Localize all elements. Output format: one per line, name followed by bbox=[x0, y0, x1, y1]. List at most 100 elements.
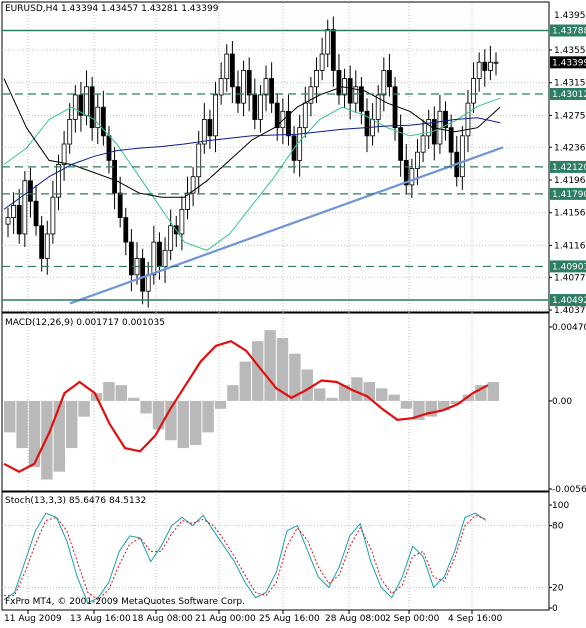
candle-body-84 bbox=[476, 61, 482, 79]
price-tick-label-8: 1.40370 bbox=[554, 306, 586, 316]
candle-body-31 bbox=[179, 209, 185, 235]
candle-body-29 bbox=[168, 225, 174, 251]
candle-body-0 bbox=[5, 217, 11, 225]
candle-body-12 bbox=[72, 94, 78, 120]
candle-body-20 bbox=[117, 192, 123, 219]
macd-bar-9 bbox=[115, 385, 127, 401]
macd-bar-5 bbox=[66, 400, 78, 449]
candle-body-73 bbox=[415, 151, 420, 169]
macd-bar-18 bbox=[227, 385, 239, 401]
macd-tick-label-0: 0.00470 bbox=[552, 323, 586, 333]
level-tag-label-0: 1.43788 bbox=[552, 27, 586, 37]
level-tag-0 bbox=[550, 24, 586, 37]
macd-pane-title: MACD(12,26,9) 0.001717 0.001035 bbox=[5, 318, 165, 328]
candle-body-45 bbox=[258, 94, 263, 120]
macd-bar-16 bbox=[202, 400, 214, 433]
candle-body-87 bbox=[493, 61, 499, 64]
candle-body-66 bbox=[375, 94, 381, 120]
candle-body-54 bbox=[308, 86, 314, 104]
macd-bar-23 bbox=[289, 353, 301, 401]
candle-body-25 bbox=[145, 274, 151, 292]
candle-body-37 bbox=[213, 94, 218, 137]
candle-body-83 bbox=[471, 78, 476, 104]
candle-body-52 bbox=[297, 127, 303, 161]
macd-bar-19 bbox=[239, 361, 251, 401]
candle-body-56 bbox=[319, 53, 325, 71]
current-price-label: 1.43399 bbox=[552, 58, 586, 68]
macd-bar-17 bbox=[214, 400, 227, 409]
candle-body-70 bbox=[398, 127, 404, 161]
current-price-tag bbox=[550, 56, 586, 69]
candle-body-48 bbox=[274, 102, 280, 129]
candle-body-68 bbox=[387, 70, 392, 88]
macd-bar-15 bbox=[190, 400, 202, 445]
macd-bar-3 bbox=[41, 400, 53, 480]
candle-body-32 bbox=[185, 192, 190, 210]
price-tick-label-0: 1.43550 bbox=[554, 46, 586, 56]
macd-bar-29 bbox=[363, 382, 375, 401]
level-tag-3 bbox=[550, 187, 586, 200]
candle-body-55 bbox=[314, 70, 319, 88]
macd-bar-6 bbox=[78, 400, 90, 417]
candle-body-44 bbox=[252, 94, 258, 120]
ma-line-slow bbox=[3, 117, 501, 210]
candle-body-11 bbox=[67, 119, 73, 145]
macd-bar-2 bbox=[28, 400, 41, 467]
macd-bar-4 bbox=[53, 400, 65, 472]
stoch-tick-label-1: 80 bbox=[552, 522, 564, 532]
macd-bar-20 bbox=[252, 341, 264, 401]
macd-bar-33 bbox=[413, 400, 425, 420]
stoch-tick-label-2: 20 bbox=[552, 583, 564, 593]
macd-bar-8 bbox=[103, 382, 115, 401]
level-tag-label-1: 1.43012 bbox=[552, 90, 586, 100]
macd-bar-31 bbox=[388, 394, 400, 401]
price-tick-label-1: 1.43150 bbox=[554, 79, 586, 89]
level-tag-label-2: 1.42120 bbox=[552, 163, 586, 173]
candle-body-7 bbox=[44, 233, 50, 259]
candle-body-15 bbox=[89, 86, 95, 129]
candle-body-67 bbox=[381, 70, 387, 96]
macd-bar-34 bbox=[425, 400, 437, 417]
ma-line-mid bbox=[3, 78, 501, 198]
macd-bar-37 bbox=[462, 394, 475, 401]
candle-body-53 bbox=[302, 102, 308, 129]
level-tag-2 bbox=[550, 160, 586, 173]
macd-layer bbox=[3, 330, 499, 480]
candle-body-1 bbox=[11, 204, 17, 219]
candle-body-3 bbox=[22, 180, 28, 235]
x-tick-label-6: 2 Sep 00:00 bbox=[385, 614, 440, 624]
candle-body-16 bbox=[95, 106, 101, 129]
macd-tick-label-1: 0.00 bbox=[552, 397, 572, 407]
price-tick-label-3: 1.42360 bbox=[554, 143, 586, 153]
macd-bar-28 bbox=[351, 377, 363, 401]
candle-body-2 bbox=[16, 204, 22, 235]
macd-bar-35 bbox=[438, 400, 450, 411]
candle-body-74 bbox=[420, 135, 426, 153]
candle-body-57 bbox=[325, 29, 331, 55]
candle-body-35 bbox=[201, 119, 207, 145]
x-tick-label-7: 4 Sep 16:00 bbox=[448, 614, 503, 624]
candle-body-5 bbox=[33, 200, 39, 227]
x-tick-label-0: 11 Aug 2009 bbox=[4, 614, 62, 624]
macd-tick-label-2: -0.00560 bbox=[552, 485, 586, 495]
macd-bar-1 bbox=[16, 400, 28, 449]
price-pane-title: EURUSD,H4 1.43394 1.43457 1.43281 1.4339… bbox=[5, 4, 219, 14]
stoch-pane-title: Stoch(13,3,3) 85.6476 84.5132 bbox=[5, 496, 146, 506]
price-pane-frame bbox=[1, 1, 550, 313]
macd-bar-14 bbox=[177, 400, 189, 449]
candle-body-13 bbox=[78, 94, 84, 116]
candle-body-69 bbox=[392, 86, 398, 129]
candle-body-75 bbox=[426, 119, 432, 137]
level-tag-label-3: 1.41790 bbox=[552, 190, 586, 200]
candle-body-79 bbox=[448, 127, 454, 153]
candle-body-59 bbox=[336, 70, 342, 96]
x-tick-label-1: 13 Aug 16:00 bbox=[70, 614, 131, 624]
macd-bar-12 bbox=[152, 400, 165, 430]
stoch-tick-label-3: 0 bbox=[552, 604, 558, 614]
macd-bar-13 bbox=[165, 400, 177, 441]
candle-body-21 bbox=[123, 217, 129, 243]
macd-bar-25 bbox=[314, 388, 326, 401]
candle-body-19 bbox=[112, 159, 117, 194]
candle-body-82 bbox=[465, 102, 471, 137]
